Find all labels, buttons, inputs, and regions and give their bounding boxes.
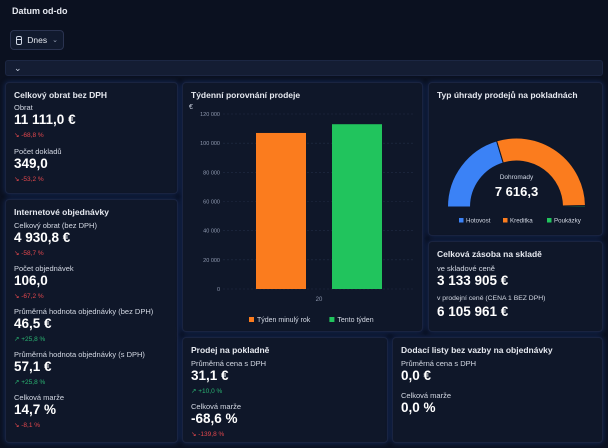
metric-change: ↘ -58,7 % (14, 250, 44, 257)
y-tick-label: 20 000 (203, 258, 220, 264)
gauge-slice-poukázky[interactable] (561, 205, 587, 208)
stock-card: Celková zásoba na skladě ve skladové cen… (428, 241, 603, 332)
metric-label: Průměrná hodnota objednávky (bez DPH) (14, 307, 154, 316)
filters-collapse-toggle[interactable]: ⌄ (5, 60, 603, 76)
gauge-total-label: Dohromady (500, 174, 534, 181)
legend-swatch (547, 218, 552, 223)
metric-value: 11 111,0 € (14, 112, 76, 127)
y-tick-label: 40 000 (203, 229, 220, 235)
legend-label[interactable]: Tento týden (337, 317, 373, 324)
card-title: Prodej na pokladně (191, 345, 270, 355)
y-tick-label: 120 000 (200, 112, 220, 118)
metric-value: 57,1 € (14, 359, 52, 374)
weekly-comparison-card: Týdenní porovnání prodeje 0 20 000 40 000 6… (182, 82, 423, 332)
turnover-card: Celkový obrat bez DPH Obrat 11 111,0 € ↘… (5, 82, 178, 194)
y-axis-unit-label: € (189, 104, 193, 111)
metric-value: 46,5 € (14, 316, 52, 331)
metric-change: ↗ +25,8 % (14, 379, 46, 386)
metric-label: Celková marže (401, 391, 452, 400)
metric-value: 0,0 € (401, 368, 432, 383)
chevron-down-icon: ⌄ (52, 37, 58, 44)
legend-swatch (249, 317, 254, 322)
payment-gauge-chart: Dohromady 7 616,3 Hotovost Kreditka Poukáz… (446, 137, 587, 225)
chevron-down-icon: ⌄ (14, 62, 22, 73)
card-title: Internetové objednávky (14, 207, 109, 217)
legend-swatch (459, 218, 464, 223)
date-range-value: Dnes (27, 35, 48, 45)
calendar-icon (16, 35, 23, 45)
metric-label: Průměrná hodnota objednávky (s DPH) (14, 350, 145, 359)
delivery-notes-card: Dodací listy bez vazby na objednávky Prů… (392, 337, 603, 443)
metric-label: Celkový obrat (bez DPH) (14, 221, 97, 230)
metric-label: Průměrná cena s DPH (401, 359, 477, 368)
legend-swatch (503, 218, 508, 223)
date-range-select[interactable]: Dnes ⌄ (10, 30, 64, 50)
metric-value: 6 105 961 € (437, 304, 509, 319)
metric-change: ↗ +25,8 % (14, 336, 46, 343)
legend-label[interactable]: Kreditka (510, 218, 533, 225)
bar-this-week[interactable] (332, 124, 382, 289)
online-orders-card: Internetové objednávky Celkový obrat (be… (5, 199, 178, 443)
x-tick-label: 20 (316, 297, 323, 303)
metric-change: ↘ -68,8 % (14, 132, 44, 139)
card-title: Dodací listy bez vazby na objednávky (401, 345, 553, 355)
metric-value: 349,0 (14, 156, 48, 171)
metric-change: ↘ -8,1 % (14, 422, 41, 429)
legend-swatch (329, 317, 335, 322)
y-tick-label: 0 (217, 287, 220, 293)
metric-label: v prodejní ceně (CENA 1 BEZ DPH) (437, 295, 546, 302)
metric-label: Celková marže (14, 393, 65, 402)
metric-label: Počet objednávek (14, 264, 74, 273)
card-title: Celkový obrat bez DPH (14, 90, 108, 100)
metric-change: ↘ -139,8 % (191, 431, 225, 438)
y-tick-label: 80 000 (203, 170, 220, 176)
metric-label: Počet dokladů (14, 147, 62, 156)
metric-change: ↘ -67,2 % (14, 293, 44, 300)
metric-value: 31,1 € (191, 368, 229, 383)
bar-last-year[interactable] (256, 132, 306, 289)
metric-label: Celková marže (191, 402, 242, 411)
card-title: Týdenní porovnání prodeje (191, 90, 301, 100)
payment-type-card: Typ úhrady prodejů na pokladnách Dohroma… (428, 82, 603, 236)
metric-value: 106,0 (14, 273, 48, 288)
date-range-label: Datum od-do (12, 6, 68, 16)
y-tick-label: 100 000 (200, 141, 220, 147)
metric-value: -68,6 % (191, 411, 238, 426)
store-sales-card: Prodej na pokladně Průměrná cena s DPH 3… (182, 337, 388, 443)
legend-label[interactable]: Poukázky (554, 218, 582, 225)
metric-value: 14,7 % (14, 402, 57, 417)
metric-label: Obrat (14, 103, 33, 112)
card-title: Typ úhrady prodejů na pokladnách (437, 90, 578, 100)
metric-label: Průměrná cena s DPH (191, 359, 267, 368)
metric-change: ↘ -53,2 % (14, 176, 44, 183)
metric-change: ↗ +10,0 % (191, 388, 223, 395)
legend-label[interactable]: Hotovost (466, 218, 491, 225)
legend-label[interactable]: Týden minulý rok (257, 317, 311, 324)
metric-label: ve skladové ceně (437, 264, 495, 273)
metric-value: 3 133 905 € (437, 273, 509, 288)
metric-value: 4 930,8 € (14, 230, 71, 245)
y-tick-label: 60 000 (203, 200, 220, 206)
metric-value: 0,0 % (401, 400, 436, 415)
gauge-total-value: 7 616,3 (495, 184, 538, 199)
card-title: Celková zásoba na skladě (437, 249, 542, 259)
